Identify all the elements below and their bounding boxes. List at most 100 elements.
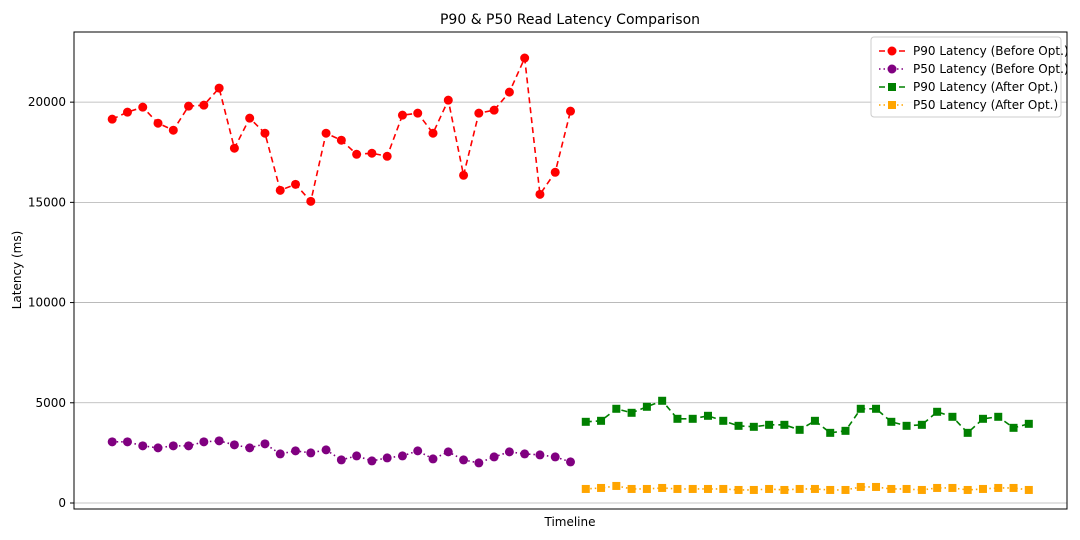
series-2 xyxy=(107,436,575,468)
data-point xyxy=(917,420,926,429)
data-point xyxy=(459,170,469,180)
data-point xyxy=(612,481,621,490)
legend: P90 Latency (Before Opt.) P50 Latency (Be… xyxy=(870,36,1069,118)
legend-box xyxy=(870,36,1062,118)
data-point xyxy=(474,108,484,118)
data-point xyxy=(933,407,942,416)
data-point xyxy=(184,101,194,111)
data-point xyxy=(138,441,148,451)
data-point xyxy=(153,443,163,453)
series-line xyxy=(111,55,572,204)
data-point xyxy=(321,445,331,455)
data-point xyxy=(291,446,301,456)
data-point xyxy=(810,416,819,425)
data-point xyxy=(902,484,911,493)
data-point xyxy=(887,417,896,426)
data-point xyxy=(719,416,728,425)
legend-item: P50 Latency (Before Opt.) xyxy=(879,62,1069,76)
data-point xyxy=(1024,419,1033,428)
data-point xyxy=(826,428,835,437)
data-point xyxy=(168,125,178,135)
data-point xyxy=(841,426,850,435)
data-point xyxy=(826,485,835,494)
data-point xyxy=(275,449,285,459)
data-point xyxy=(352,149,362,159)
data-point xyxy=(933,483,942,492)
y-tick-label: 10000 xyxy=(28,296,66,310)
series-1 xyxy=(107,53,575,206)
data-point xyxy=(443,95,453,105)
data-point xyxy=(749,422,758,431)
data-point xyxy=(413,108,423,118)
legend-marker xyxy=(888,101,896,109)
data-point xyxy=(581,417,590,426)
data-point xyxy=(917,485,926,494)
data-point xyxy=(856,404,865,413)
y-tick-label: 0 xyxy=(58,496,66,510)
data-point xyxy=(994,483,1003,492)
data-point xyxy=(184,441,194,451)
data-point xyxy=(566,106,575,116)
data-point xyxy=(749,485,758,494)
data-point xyxy=(948,483,957,492)
data-point xyxy=(978,484,987,493)
data-point xyxy=(627,484,636,493)
data-point xyxy=(122,437,132,447)
y-tick-label: 5000 xyxy=(35,396,66,410)
data-point xyxy=(627,408,636,417)
data-point xyxy=(413,446,423,456)
series-4 xyxy=(581,481,1033,494)
data-point xyxy=(504,87,514,97)
data-point xyxy=(597,416,606,425)
y-tick-label: 20000 xyxy=(28,95,66,109)
data-point xyxy=(397,110,407,120)
data-point xyxy=(1009,423,1018,432)
data-point xyxy=(107,437,117,447)
data-point xyxy=(703,411,712,420)
data-point xyxy=(765,484,774,493)
plot-area xyxy=(73,31,1068,510)
data-point xyxy=(199,100,209,110)
data-point xyxy=(734,421,743,430)
data-point xyxy=(765,420,774,429)
series-layer xyxy=(107,53,1033,494)
data-point xyxy=(841,485,850,494)
data-point xyxy=(1024,485,1033,494)
series-line xyxy=(585,399,1030,434)
legend-label: P50 Latency (After Opt.) xyxy=(913,98,1058,112)
data-point xyxy=(688,414,697,423)
data-point xyxy=(291,179,301,189)
data-point xyxy=(504,447,514,457)
data-point xyxy=(352,451,362,461)
legend-label: P90 Latency (After Opt.) xyxy=(913,80,1058,94)
data-point xyxy=(887,484,896,493)
y-axis: 0 5000 10000 15000 20000 xyxy=(28,95,74,510)
data-point xyxy=(260,439,270,449)
data-point xyxy=(780,420,789,429)
data-point xyxy=(214,436,224,446)
data-point xyxy=(810,484,819,493)
legend-item: P90 Latency (Before Opt.) xyxy=(879,44,1069,58)
data-point xyxy=(535,189,545,199)
data-point xyxy=(138,102,148,112)
data-point xyxy=(581,484,590,493)
data-point xyxy=(321,128,331,138)
data-point xyxy=(306,196,316,206)
data-point xyxy=(795,425,804,434)
y-axis-title: Latency (ms) xyxy=(10,231,24,310)
data-point xyxy=(153,118,163,128)
data-point xyxy=(719,484,728,493)
data-point xyxy=(566,457,575,467)
legend-label: P90 Latency (Before Opt.) xyxy=(913,44,1069,58)
data-point xyxy=(168,441,178,451)
legend-item: P90 Latency (After Opt.) xyxy=(879,80,1058,94)
data-point xyxy=(795,484,804,493)
data-point xyxy=(474,458,484,468)
data-point xyxy=(658,396,667,405)
data-point xyxy=(199,437,209,447)
data-point xyxy=(520,53,530,63)
data-point xyxy=(428,454,438,464)
data-point xyxy=(107,114,117,124)
data-point xyxy=(780,485,789,494)
